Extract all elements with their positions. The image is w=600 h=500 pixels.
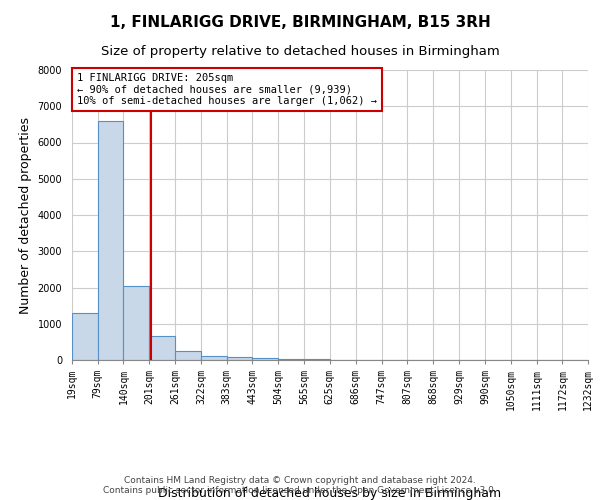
Bar <box>149 336 175 360</box>
Bar <box>124 286 149 360</box>
Text: Size of property relative to detached houses in Birmingham: Size of property relative to detached ho… <box>101 45 499 58</box>
Bar <box>175 351 201 360</box>
Bar <box>253 358 278 360</box>
Text: 1, FINLARIGG DRIVE, BIRMINGHAM, B15 3RH: 1, FINLARIGG DRIVE, BIRMINGHAM, B15 3RH <box>110 15 490 30</box>
Bar <box>72 313 98 360</box>
Y-axis label: Number of detached properties: Number of detached properties <box>19 116 32 314</box>
Bar <box>227 357 253 360</box>
X-axis label: Distribution of detached houses by size in Birmingham: Distribution of detached houses by size … <box>158 486 502 500</box>
Text: Contains HM Land Registry data © Crown copyright and database right 2024.
Contai: Contains HM Land Registry data © Crown c… <box>103 476 497 495</box>
Bar <box>278 359 304 360</box>
Text: 1 FINLARIGG DRIVE: 205sqm
← 90% of detached houses are smaller (9,939)
10% of se: 1 FINLARIGG DRIVE: 205sqm ← 90% of detac… <box>77 73 377 106</box>
Bar <box>98 120 124 360</box>
Bar <box>201 356 227 360</box>
